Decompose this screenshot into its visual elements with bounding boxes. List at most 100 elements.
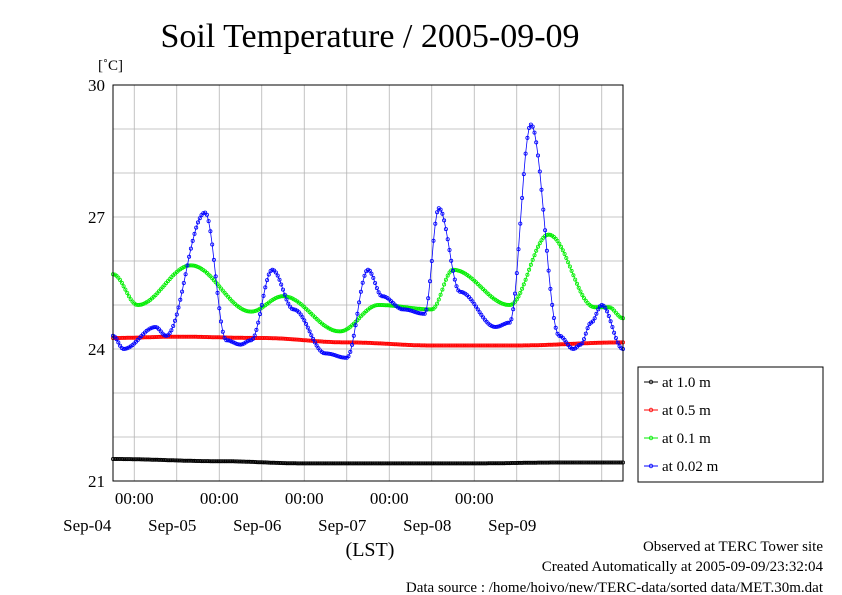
data-point xyxy=(206,459,211,464)
data-point xyxy=(187,254,192,259)
data-point xyxy=(371,341,376,346)
data-point xyxy=(419,306,424,311)
data-point xyxy=(559,342,564,347)
legend-label: at 0.02 m xyxy=(662,459,719,475)
data-point xyxy=(433,221,438,226)
data-point xyxy=(420,311,425,316)
data-point xyxy=(171,458,176,463)
data-point xyxy=(250,309,255,314)
data-point xyxy=(187,334,192,339)
data-point xyxy=(133,457,138,462)
data-point xyxy=(576,285,581,290)
data-point xyxy=(452,277,457,282)
data-point xyxy=(413,306,418,311)
data-point xyxy=(612,330,617,335)
data-point xyxy=(188,458,193,463)
data-point xyxy=(470,299,475,304)
x-axis-label: (LST) xyxy=(346,539,395,561)
x-date-label: Sep-09 xyxy=(488,516,536,535)
x-tick-time-label: 00:00 xyxy=(200,489,239,508)
data-point xyxy=(435,210,440,215)
data-point xyxy=(250,336,255,341)
data-point xyxy=(504,321,509,326)
data-point xyxy=(571,273,576,278)
y-axis-unit-label: [˚C] xyxy=(98,58,123,74)
data-point xyxy=(401,342,406,347)
series-at-0-1-m xyxy=(111,232,626,334)
data-point xyxy=(383,341,388,346)
data-point xyxy=(328,351,333,356)
data-point xyxy=(307,329,312,334)
data-point xyxy=(169,328,174,333)
data-point xyxy=(137,302,142,307)
data-point xyxy=(569,268,574,273)
data-point xyxy=(381,294,386,299)
data-point xyxy=(585,326,590,331)
data-point xyxy=(362,273,367,278)
data-point xyxy=(424,307,429,312)
data-point xyxy=(367,268,372,273)
data-point xyxy=(447,247,452,252)
data-point xyxy=(514,297,519,302)
data-point xyxy=(435,301,440,306)
data-point xyxy=(357,300,362,305)
footer-created: Created Automatically at 2005-09-09/23:3… xyxy=(542,559,824,575)
data-point xyxy=(371,275,376,280)
data-point xyxy=(169,458,174,463)
data-point xyxy=(164,458,169,463)
data-point xyxy=(520,195,525,200)
data-point xyxy=(543,228,548,233)
data-point xyxy=(555,238,560,243)
data-point xyxy=(360,280,365,285)
data-point xyxy=(156,457,161,462)
data-point xyxy=(312,340,317,345)
footer-source: Data source : /home/hoivo/new/TERC-data/… xyxy=(406,580,824,595)
plot-frame xyxy=(112,84,624,482)
data-point xyxy=(504,302,509,307)
data-point xyxy=(376,341,381,346)
data-point xyxy=(167,331,172,336)
data-point xyxy=(537,169,542,174)
data-point xyxy=(133,302,138,307)
data-point xyxy=(525,135,530,140)
series-at-0-02-m xyxy=(111,122,626,360)
data-point xyxy=(334,353,339,358)
data-point xyxy=(192,263,197,268)
data-point xyxy=(525,272,530,277)
data-point xyxy=(546,342,551,347)
data-point xyxy=(514,271,519,276)
data-point xyxy=(427,307,432,312)
data-point xyxy=(454,284,459,289)
data-point xyxy=(358,340,363,345)
data-point xyxy=(330,352,335,357)
data-point xyxy=(286,301,291,306)
data-point xyxy=(443,277,448,282)
data-point xyxy=(300,315,305,320)
data-point xyxy=(126,335,131,340)
data-point xyxy=(557,241,562,246)
series-at-0-5-m xyxy=(111,334,626,348)
data-point xyxy=(180,289,185,294)
data-point xyxy=(475,307,480,312)
data-point xyxy=(608,319,613,324)
data-point xyxy=(371,304,376,309)
data-point xyxy=(530,124,535,129)
legend-marker xyxy=(648,463,654,469)
data-point xyxy=(194,458,199,463)
data-point xyxy=(544,248,549,253)
data-point xyxy=(273,460,278,465)
data-point xyxy=(606,305,611,310)
data-point xyxy=(218,319,223,324)
data-point xyxy=(551,342,556,347)
y-tick-label: 27 xyxy=(88,208,106,227)
data-point xyxy=(518,290,523,295)
data-point xyxy=(443,227,448,232)
data-point xyxy=(436,297,441,302)
data-point xyxy=(210,242,215,247)
data-point xyxy=(454,268,459,273)
data-point xyxy=(357,340,362,345)
data-point xyxy=(596,340,601,345)
data-point xyxy=(332,328,337,333)
y-axis-ticks: 21 24 27 30 xyxy=(88,76,106,491)
